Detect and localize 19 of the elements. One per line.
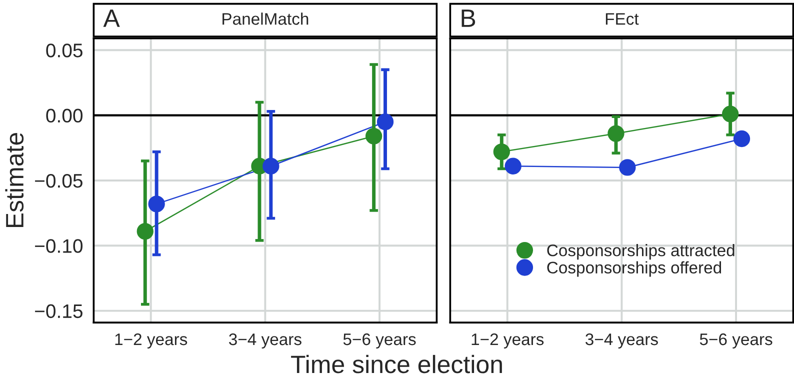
- x-tick-label: 1−2 years: [472, 333, 544, 349]
- y-axis-title: Estimate: [5, 132, 24, 228]
- legend-label: Cosponsorships attracted: [547, 244, 734, 260]
- y-tick-label: 0.05: [46, 44, 82, 58]
- chart-title: PanelMatch: [222, 12, 308, 25]
- x-tick-label: 3−4 years: [586, 333, 658, 349]
- x-tick-label: 5−6 years: [343, 333, 416, 349]
- x-axis-title: Time since election: [291, 354, 502, 374]
- y-tick-label: −0.15: [35, 304, 82, 318]
- y-tick-label: 0.00: [46, 108, 83, 123]
- y-tick-label: −0.05: [35, 174, 82, 188]
- text: B: [462, 10, 476, 27]
- chart-title: FEct: [606, 13, 639, 25]
- y-tick-label: −0.10: [35, 239, 83, 253]
- x-tick-label: 1−2 years: [115, 333, 188, 349]
- legend-label: Cosponsorships offered: [547, 261, 722, 277]
- x-tick-label: 3−4 years: [229, 333, 302, 349]
- text: A: [103, 10, 120, 27]
- x-tick-label: 5−6 years: [700, 333, 772, 349]
